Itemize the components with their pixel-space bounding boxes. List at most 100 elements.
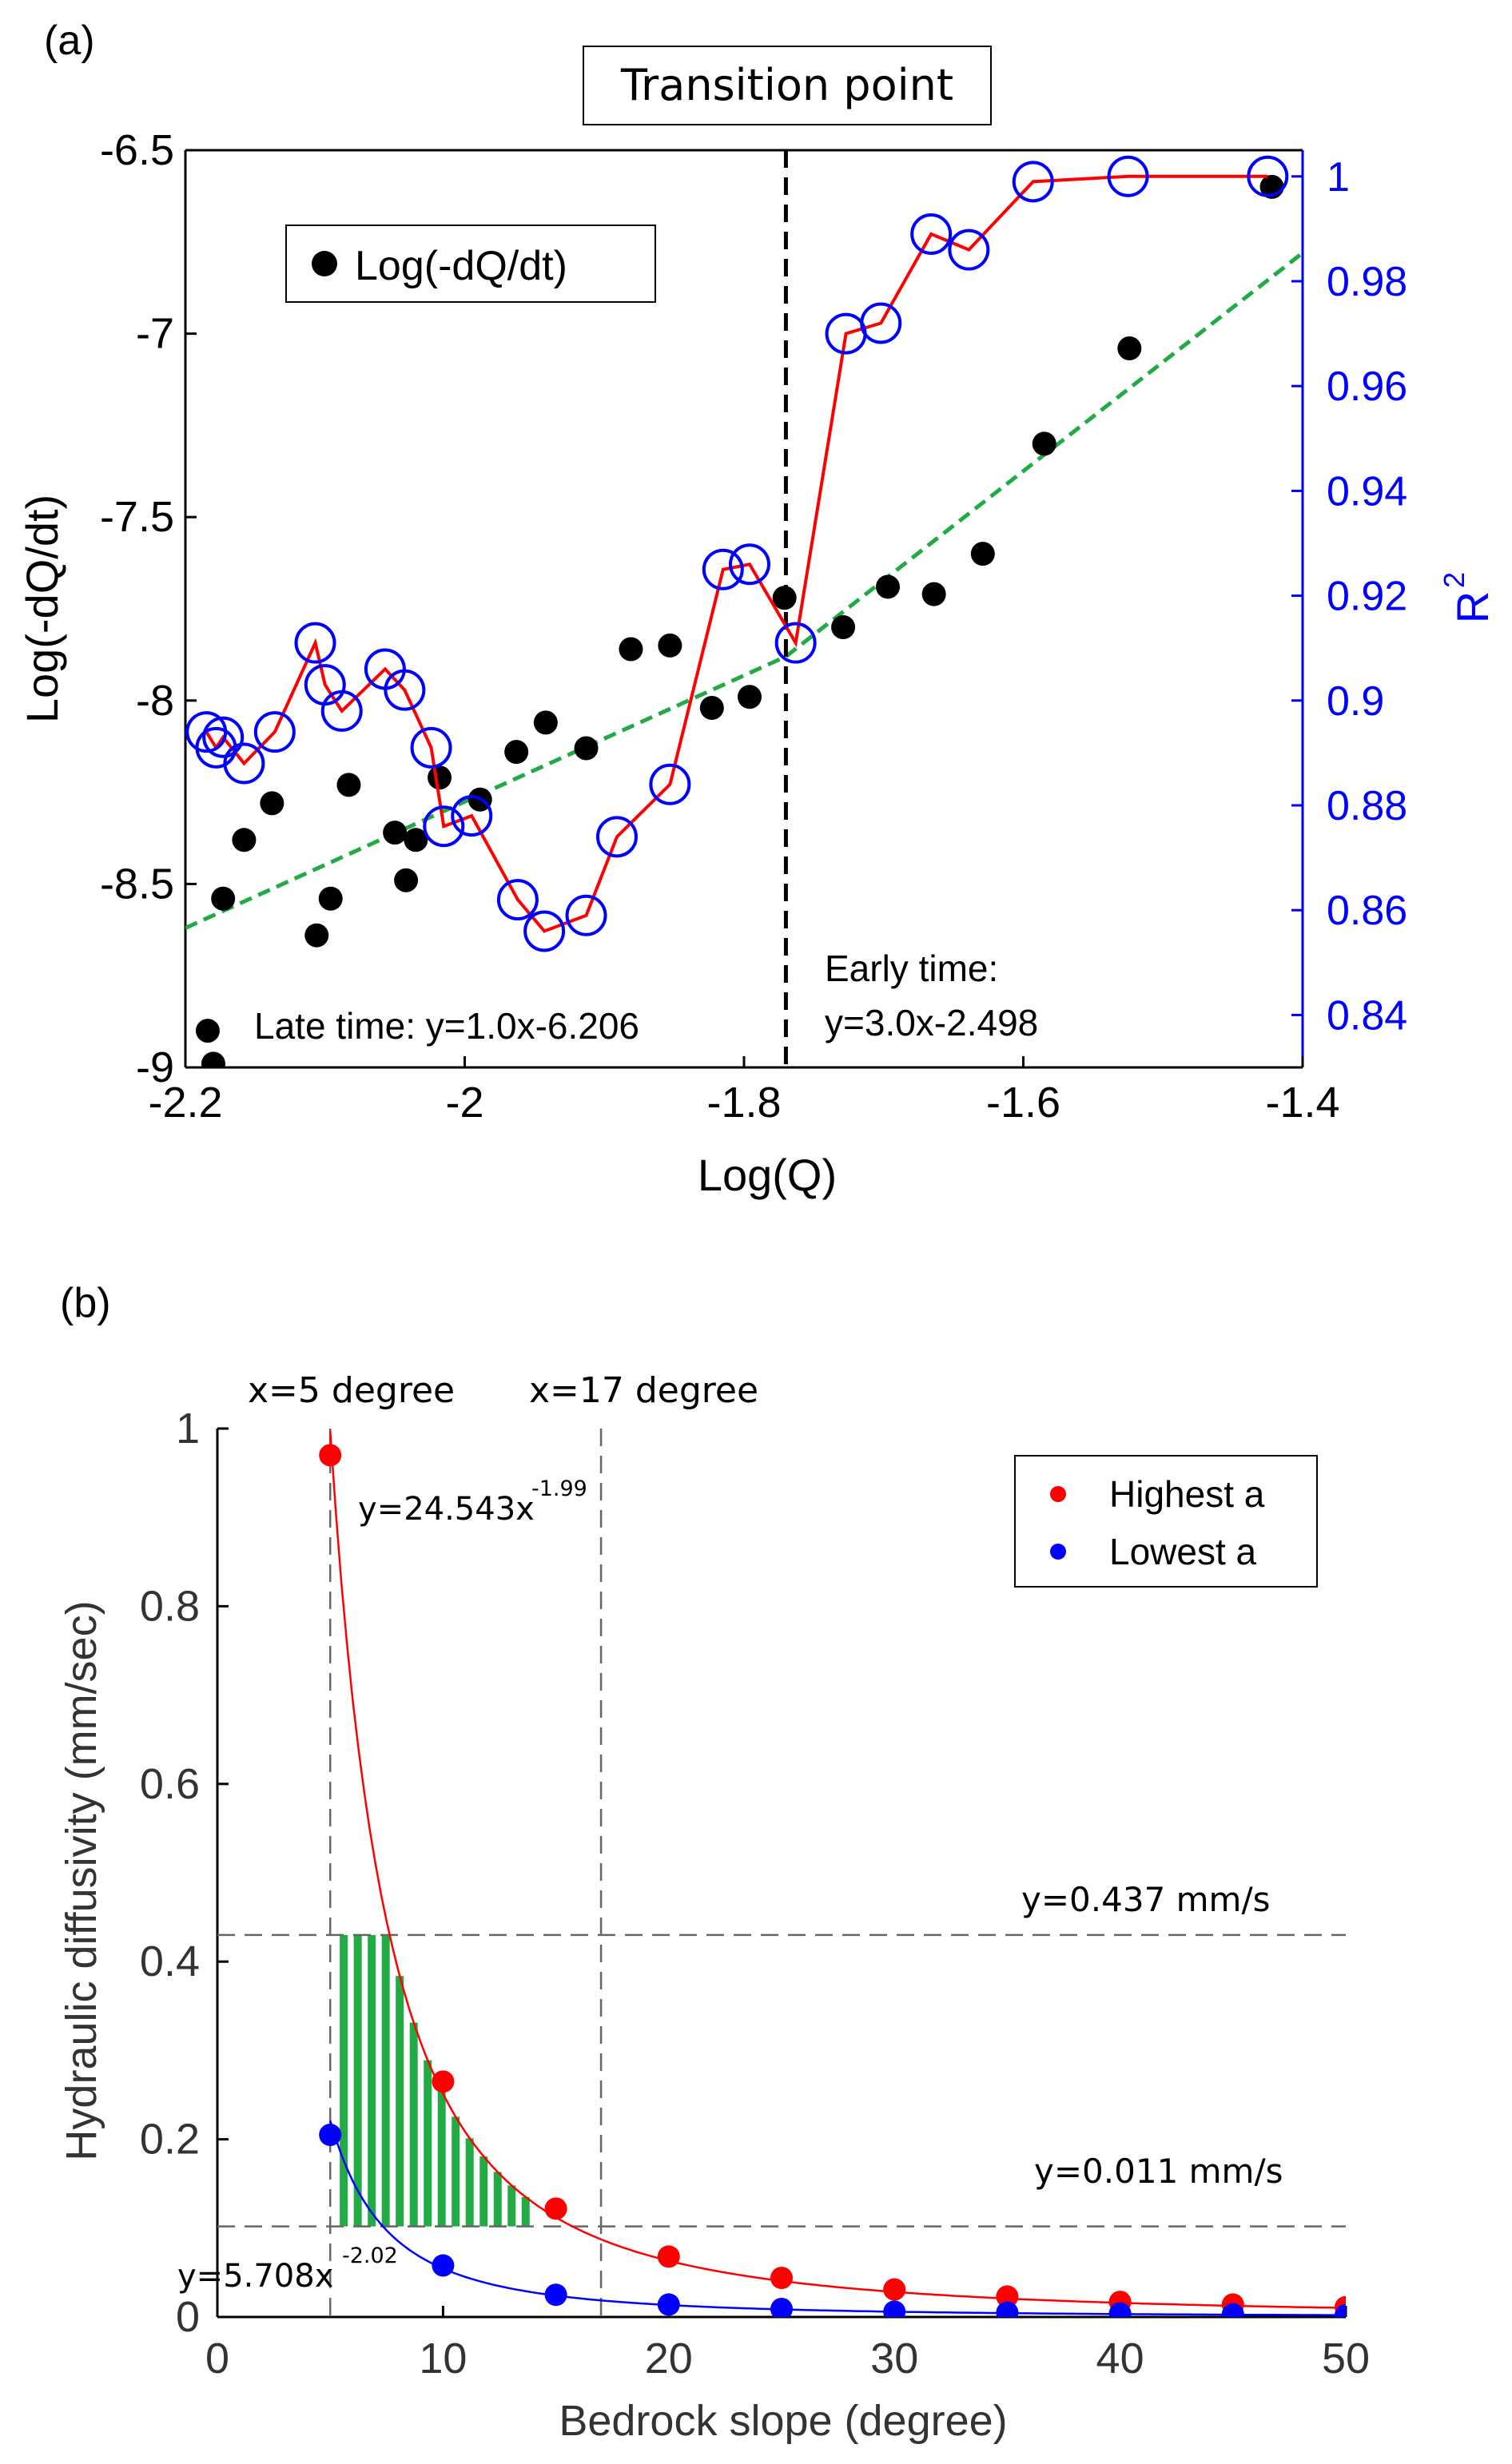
x-tick-label: -2.2 [148, 1079, 222, 1127]
panel-b-y-ticks: 0 0.2 0.4 0.6 0.8 1 [140, 1405, 229, 2341]
high-point [319, 1444, 342, 1467]
y2-tick-label: 0.9 [1327, 678, 1384, 725]
y-tick-label: -9 [136, 1043, 174, 1091]
panel-b: (b) 0 10 20 30 40 50 0 0.2 0.4 0.6 0.8 1 Bedrock s… [58, 1280, 1370, 2445]
data-point [921, 582, 946, 606]
panel-a-ylabel: Log(-dQ/dt) [17, 495, 67, 723]
hline-label-1: y=0.437 mm/s [1021, 1880, 1271, 1919]
panel-a-label: (a) [44, 18, 95, 64]
y2-tick-label: 0.86 [1327, 888, 1407, 934]
r2-marker [223, 742, 265, 785]
data-point [428, 765, 452, 790]
r2-marker [384, 669, 426, 711]
data-point [404, 828, 428, 852]
r2-marker [1107, 155, 1149, 197]
r2-marker [1012, 161, 1054, 203]
r2-marker [702, 548, 744, 590]
y2-tick-label: 1 [1327, 154, 1350, 201]
panel-b-x-ticks: 0 10 20 30 40 50 [205, 2306, 1370, 2383]
y-tick-label: -7.5 [100, 493, 174, 541]
legend-point-marker [312, 251, 337, 276]
eq-high-exp: -1.99 [531, 1476, 587, 1501]
x-tick-label: 10 [419, 2335, 467, 2383]
high-point [657, 2245, 680, 2268]
r2-marker [451, 795, 493, 837]
y-tick-label: 0.4 [140, 1937, 200, 1985]
transition-box [583, 46, 992, 125]
data-point [831, 614, 856, 639]
y-tick-label: 0.2 [140, 2116, 200, 2164]
data-point [574, 736, 599, 761]
panel-b-ylabel: Hydraulic diffusivity (mm/sec) [58, 1600, 105, 2160]
legend-low-label: Lowest a [1109, 1531, 1257, 1572]
data-point [318, 886, 343, 911]
high-point [432, 2070, 455, 2093]
panel-b-label: (b) [60, 1280, 111, 1326]
data-point [699, 695, 724, 720]
r2-marker [860, 302, 902, 344]
data-point [970, 542, 995, 566]
y2-tick-label: 0.98 [1327, 259, 1407, 305]
y2-tick-label: 0.84 [1327, 992, 1407, 1039]
panel-a-x-ticks: -2.2 -2 -1.8 -1.6 -1.4 [148, 1056, 1340, 1127]
eq-high: y=24.543x -1.99 [358, 1476, 587, 1528]
r2-marker [649, 763, 691, 805]
panel-a-ylabel-right: R 2 [1438, 572, 1498, 623]
data-point [336, 773, 361, 797]
low-point [1221, 2303, 1244, 2317]
eq-low-text: y=5.708x [177, 2258, 333, 2295]
r2-marker [523, 910, 566, 952]
panel-b-points [319, 1444, 1346, 2317]
panel-a-points [195, 174, 1284, 1067]
r2-marker [948, 229, 990, 271]
panel-b-xlabel: Bedrock slope (degree) [559, 2397, 1007, 2445]
panel-a-ylabel-right-sup: 2 [1438, 572, 1470, 588]
low-point [432, 2254, 455, 2277]
y2-tick-label: 0.94 [1327, 468, 1407, 515]
high-point [883, 2278, 906, 2301]
transition-box-label: Transition point [620, 60, 953, 110]
y2-tick-label: 0.88 [1327, 783, 1407, 829]
r2-marker [565, 894, 607, 936]
x-tick-label: 20 [645, 2335, 693, 2383]
legend-high-marker [1050, 1486, 1066, 1502]
r2-marker [294, 622, 336, 664]
y-tick-label: 0 [176, 2293, 200, 2341]
r2-marker [202, 716, 245, 758]
data-point [875, 574, 900, 599]
high-point [770, 2267, 793, 2290]
y-tick-label: -7 [136, 310, 174, 358]
early-time-label-2: y=3.0x-2.498 [825, 1002, 1038, 1043]
data-point [619, 637, 643, 662]
low-point [657, 2293, 680, 2316]
data-point [394, 868, 419, 892]
hatch-region [340, 1934, 530, 2227]
low-point [1335, 2303, 1346, 2317]
data-point [533, 710, 558, 735]
y2-tick-label: 0.96 [1327, 364, 1407, 410]
low-point [883, 2300, 906, 2317]
late-time-label: Late time: y=1.0x-6.206 [254, 1005, 639, 1047]
x-tick-label: 30 [870, 2335, 918, 2383]
low-point [770, 2297, 793, 2317]
low-fit-curve [329, 2120, 1346, 2316]
data-point [211, 886, 236, 911]
r2-marker [595, 816, 638, 858]
panel-a-xlabel: Log(Q) [698, 1150, 837, 1200]
panel-a-legend-label: Log(-dQ/dt) [355, 243, 567, 289]
data-point [260, 791, 284, 816]
low-point [544, 2283, 567, 2307]
y-tick-label: -8.5 [100, 860, 174, 908]
data-point [658, 633, 682, 658]
r2-marker [320, 690, 363, 732]
eq-high-text: y=24.543x [358, 1491, 535, 1528]
data-point [1117, 336, 1142, 360]
hline-label-2: y=0.011 mm/s [1034, 2152, 1283, 2191]
r2-marker [910, 213, 953, 255]
y2-tick-label: 0.92 [1327, 574, 1407, 620]
r2-marker [1247, 155, 1289, 197]
y-tick-label: 0.6 [140, 1760, 200, 1808]
y-tick-label: -8 [136, 677, 174, 725]
panel-a-ylabel-right-text: R [1447, 591, 1498, 623]
